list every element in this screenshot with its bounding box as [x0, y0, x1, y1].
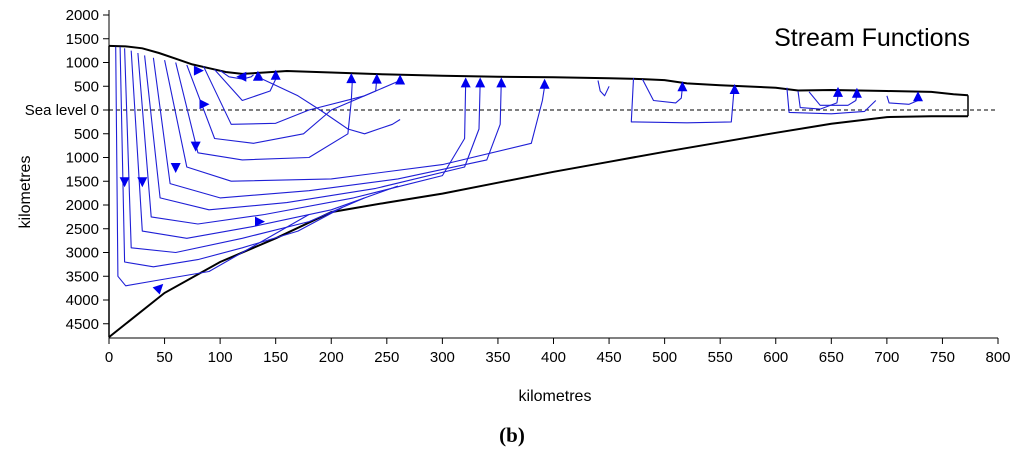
y-tick-label: 1000	[66, 150, 99, 167]
flow-arrow	[913, 91, 923, 102]
y-tick-label: 3500	[66, 268, 99, 285]
flow-arrow	[199, 99, 210, 110]
streamline	[137, 52, 467, 225]
y-tick-label: 1500	[66, 31, 99, 48]
axis-layer: 0 50 100 150 200 250 300 350 400 450 500 550 600 650 7…	[25, 7, 1011, 366]
y-tick-label: 2000	[66, 7, 99, 24]
x-tick-label: 600	[763, 349, 788, 366]
y-tick-label: 4000	[66, 292, 99, 309]
streamline	[597, 80, 610, 97]
streamline	[124, 48, 365, 254]
streamline	[115, 46, 310, 287]
flow-arrow	[460, 77, 471, 88]
flow-arrow	[677, 81, 688, 92]
y-tick-label: 4500	[66, 316, 99, 333]
x-tick-label: 200	[319, 349, 344, 366]
x-tick-label: 300	[430, 349, 455, 366]
streamline	[630, 78, 736, 124]
panel-label: (b)	[499, 423, 525, 447]
x-tick-label: 550	[708, 349, 733, 366]
flow-arrow	[170, 163, 181, 173]
x-tick-label: 450	[597, 349, 622, 366]
flow-arrow	[255, 216, 265, 227]
flow-arrow	[137, 177, 148, 188]
flow-arrow	[193, 65, 204, 76]
y-tick-label: 500	[74, 78, 99, 95]
x-tick-label: 400	[541, 349, 566, 366]
streamline	[786, 87, 877, 115]
y-tick-label: 2000	[66, 197, 99, 214]
x-tick-label: 250	[374, 349, 399, 366]
streamline	[641, 78, 683, 104]
streamline	[152, 57, 502, 199]
x-tick-label: 100	[208, 349, 233, 366]
y-tick-label: 1000	[66, 55, 99, 72]
flow-arrow	[539, 78, 550, 89]
y-axis-title: kilometres	[17, 156, 34, 229]
x-tick-label: 350	[485, 349, 510, 366]
streamline	[258, 72, 401, 135]
y-tick-label: 1500	[66, 173, 99, 190]
streamline-layer	[115, 46, 921, 287]
x-tick-label: 800	[985, 349, 1010, 366]
flow-arrow	[270, 69, 281, 80]
flow-arrow	[236, 71, 247, 82]
x-tick-label: 0	[105, 349, 113, 366]
bottom-surface-line	[108, 115, 968, 338]
flow-arrow	[729, 84, 740, 94]
flow-arrow	[190, 141, 201, 152]
flow-arrow	[346, 73, 357, 84]
streamline	[119, 46, 343, 268]
flow-arrow-layer	[119, 65, 923, 295]
flow-arrow	[395, 74, 406, 85]
flow-arrow	[833, 86, 843, 97]
flow-arrow	[371, 73, 382, 84]
chart-title: Stream Functions	[774, 24, 970, 52]
y-tick-label: 500	[74, 126, 99, 143]
top-surface-line	[108, 44, 969, 97]
streamline	[164, 59, 546, 182]
x-tick-label: 700	[874, 349, 899, 366]
flow-arrow	[851, 87, 862, 98]
x-tick-label: 500	[652, 349, 677, 366]
y-tick-label: Sea level 0	[25, 102, 99, 119]
streamline	[130, 50, 399, 239]
x-tick-label: 150	[263, 349, 288, 366]
streamline	[808, 91, 858, 106]
x-tick-label: 750	[930, 349, 955, 366]
flow-arrow	[475, 77, 486, 88]
x-tick-label: 50	[156, 349, 173, 366]
streamline	[797, 90, 839, 110]
x-tick-label: 650	[819, 349, 844, 366]
streamline	[175, 62, 353, 161]
streamline	[144, 55, 481, 211]
y-tick-label: 2500	[66, 221, 99, 238]
flow-arrow	[252, 70, 263, 81]
y-tick-label: 3000	[66, 245, 99, 262]
flow-arrow	[496, 77, 507, 88]
flow-arrow	[119, 177, 130, 188]
x-axis-title: kilometres	[519, 388, 592, 405]
